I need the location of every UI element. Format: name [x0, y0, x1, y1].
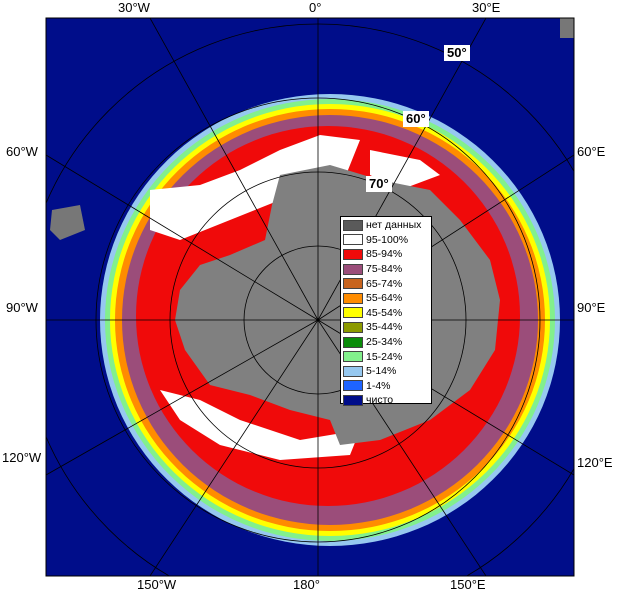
legend-item: 85-94% — [343, 247, 429, 262]
label-150w: 150°W — [137, 577, 177, 592]
legend-item: 15-24% — [343, 349, 429, 364]
legend-swatch — [343, 278, 363, 290]
label-60w: 60°W — [6, 144, 38, 159]
legend-item: нет данных — [343, 218, 429, 233]
label-90w: 90°W — [6, 300, 38, 315]
legend-label: 75-84% — [366, 263, 403, 276]
legend-item: 65-74% — [343, 276, 429, 291]
label-180: 180° — [293, 577, 320, 592]
south-america-tip — [50, 205, 85, 240]
label-120w: 120°W — [2, 450, 42, 465]
legend-swatch — [343, 380, 363, 392]
legend-swatch — [343, 263, 363, 275]
legend-swatch — [343, 219, 363, 231]
label-120e: 120°E — [577, 455, 613, 470]
legend-swatch — [343, 351, 363, 363]
legend-label: 15-24% — [366, 350, 403, 363]
legend-item: 95-100% — [343, 233, 429, 248]
legend-item: 25-34% — [343, 335, 429, 350]
legend-label: 85-94% — [366, 248, 403, 261]
legend-swatch — [343, 336, 363, 348]
label-30e: 30°E — [472, 0, 501, 15]
label-lat-70: 70° — [366, 176, 392, 192]
label-150e: 150°E — [450, 577, 486, 592]
legend-item: 35-44% — [343, 320, 429, 335]
label-30w: 30°W — [118, 0, 150, 15]
label-60e: 60°E — [577, 144, 606, 159]
legend-label: 5-14% — [366, 365, 397, 378]
legend-swatch — [343, 307, 363, 319]
legend-item: 1-4% — [343, 379, 429, 394]
corner-land — [560, 18, 574, 38]
legend: нет данных 95-100% 85-94% 75-84% 65-74% 55-64… — [340, 216, 432, 406]
legend-label: 65-74% — [366, 277, 403, 290]
legend-item: 5-14% — [343, 364, 429, 379]
legend-item: чисто — [343, 393, 429, 408]
label-lat-50: 50° — [444, 45, 470, 61]
legend-swatch — [343, 394, 363, 406]
ice-patch-ross — [160, 390, 360, 460]
legend-label: 25-34% — [366, 336, 403, 349]
legend-swatch — [343, 292, 363, 304]
legend-label: чисто — [366, 394, 394, 407]
legend-label: 45-54% — [366, 306, 403, 319]
legend-label: 1-4% — [366, 379, 391, 392]
label-lat-60: 60° — [403, 111, 429, 127]
ice-patch-weddell — [150, 135, 360, 240]
legend-item: 75-84% — [343, 262, 429, 277]
map-frame — [45, 17, 575, 577]
legend-label: 35-44% — [366, 321, 403, 334]
legend-swatch — [343, 234, 363, 246]
legend-label: 95-100% — [366, 233, 409, 246]
legend-label: 55-64% — [366, 292, 403, 305]
legend-label: нет данных — [366, 219, 422, 232]
label-90e: 90°E — [577, 300, 606, 315]
legend-swatch — [343, 365, 363, 377]
legend-item: 55-64% — [343, 291, 429, 306]
label-0: 0° — [309, 0, 322, 15]
legend-swatch — [343, 248, 363, 260]
legend-item: 45-54% — [343, 306, 429, 321]
legend-swatch — [343, 321, 363, 333]
